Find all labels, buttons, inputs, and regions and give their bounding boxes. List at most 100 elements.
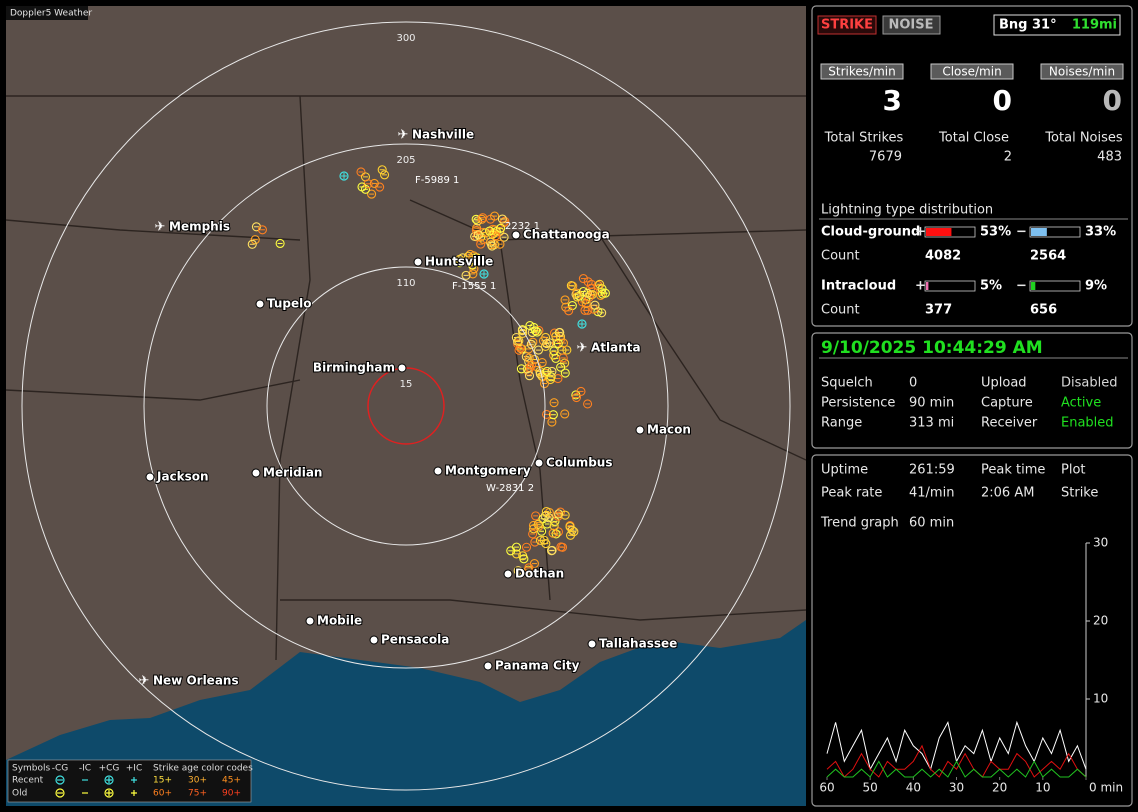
strike-tab[interactable] [817,15,877,35]
strike-symbol [275,238,285,249]
city-dot [587,639,597,649]
strike-symbol [528,337,538,347]
strike-symbol [247,239,257,249]
legend-row-label: Recent [12,776,44,786]
strike-symbol [467,260,477,270]
distribution: Cloud-ground+ 53%4082− 33%2564CountIntracl… [821,225,1116,318]
strike-symbol [339,171,349,181]
rate-button[interactable] [1040,63,1124,80]
city-label: New Orleans [153,674,239,688]
count-label: Count [821,249,860,264]
gulf-water [6,620,806,806]
strike-symbol [526,339,536,349]
strike-symbol [518,328,528,338]
city-dot [305,616,315,626]
percent-label: 5% [980,279,1002,294]
setting-label: Capture [981,396,1033,411]
range-ring [143,143,669,669]
legend-box [7,759,252,803]
panel-frame [811,5,1133,327]
setting-label: Receiver [981,416,1038,431]
strike-symbol [572,292,582,302]
strike-symbol [478,213,488,223]
noise-tab-label[interactable]: NOISE [888,18,933,33]
strike-symbol [556,362,566,372]
total-label: Total Strikes [824,131,904,146]
rate-label[interactable]: Noises/min [1049,65,1115,79]
airport-icon: ✈ [155,220,166,235]
trend-line [826,744,1087,778]
settings-panel: 9/10/2025 10:44:29 AM Squelch 0 Persistenc… [811,332,1133,449]
plot: Strike [1061,486,1098,501]
city-dot [503,569,513,579]
trend-graph: 10 20 30 60 50 40 30 20 10 0 min [819,536,1123,795]
peak-rate-label: Peak rate [821,486,882,501]
airport-icon: ✈ [577,341,588,356]
strike-symbol [517,326,527,336]
strike-symbol [480,228,490,238]
distribution-title: Lightning type distribution [821,203,993,218]
noise-tab[interactable] [882,15,941,35]
strike-symbol [473,216,483,226]
strike-symbol [538,514,548,524]
sign: + [915,225,926,240]
total-value: 2 [1004,150,1012,165]
strike-symbol [469,251,479,261]
strike-symbol [578,274,588,284]
city-dot [511,230,521,240]
strike-symbol [484,226,495,236]
strike-symbol [564,306,574,316]
strike-symbol [560,409,570,419]
city-dot [433,466,443,476]
setting-value: 0 [909,376,917,391]
rate-label[interactable]: Strikes/min [828,65,895,79]
strike-symbol [514,345,524,355]
percent-bar [1031,282,1036,290]
type-label: Intracloud [821,279,896,294]
trend-line [826,760,1087,778]
strike-symbol [541,539,551,549]
strike-tab-label[interactable]: STRIKE [821,18,873,33]
peak-time: 2:06 AM [981,486,1034,501]
legend-age-title: Strike age color codes [153,764,253,774]
total-value: 483 [1097,150,1122,165]
rate-button[interactable] [930,63,1014,80]
range-ring-label: 110 [396,278,415,289]
strike-symbol [476,239,486,249]
strike-tag: W-2831 2 [486,483,534,494]
x-tick-label: 50 [863,781,878,795]
range-ring-label: 15 [400,379,413,390]
rate-label[interactable]: Close/min [942,65,1001,79]
sign: − [1016,279,1027,294]
legend-header: -CG [52,764,69,774]
panel-frame [811,454,1133,807]
city-dot [251,468,261,478]
strike-symbol [511,542,522,552]
rate-button[interactable] [820,63,904,80]
range-ring-label: 300 [396,33,415,44]
strike-symbol [577,319,587,329]
strike-symbol [554,509,564,519]
peak-time-label: Peak time [981,463,1045,478]
x-tick-label: 30 [949,781,964,795]
strike-symbol [513,566,523,576]
panel-frame [811,332,1133,449]
x-tick-label: 60 [819,781,834,795]
legend-age: 60+ [153,789,172,799]
legend-age: 15+ [153,776,172,786]
strike-symbol [533,345,544,355]
percent-label: 9% [1085,279,1107,294]
strike-symbol [516,364,526,374]
title-bar [6,6,88,20]
strike-symbol [565,522,575,532]
city-dot [635,425,645,435]
strike-symbol [455,258,465,268]
legend-row-label: Old [12,789,27,799]
legend-age: 75+ [188,789,207,799]
strike-symbol [380,170,390,180]
strike-symbol [578,286,588,297]
city-label: Birmingham [313,361,395,375]
legend-age: 90+ [222,789,241,799]
strike-symbol [528,520,539,531]
strike-symbol [495,239,505,249]
